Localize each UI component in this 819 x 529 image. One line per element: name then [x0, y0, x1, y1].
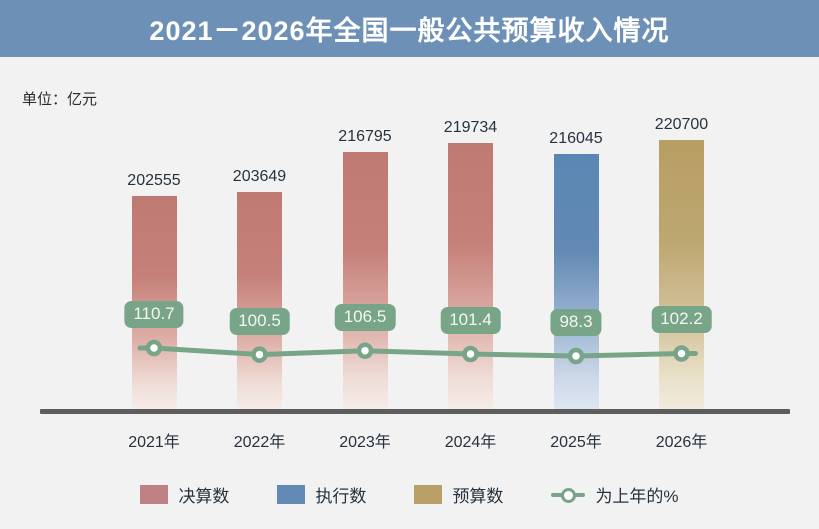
bar-value-label-2025年: 216045	[549, 130, 603, 148]
bar-value-label-2026年: 220700	[654, 116, 709, 133]
legend-line-marker-icon	[551, 487, 586, 503]
legend-label-为上年的%: 为上年的%	[595, 487, 679, 506]
bar-2024年	[448, 142, 493, 409]
legend-label-预算数: 预算数	[452, 487, 504, 506]
legend-item-预算数[interactable]: 预算数	[414, 482, 503, 507]
percent-badge-2025年: 98.3	[550, 309, 602, 336]
x-axis-label-2022年: 2022年	[233, 434, 286, 451]
legend-label-执行数: 执行数	[315, 487, 367, 506]
bar-2026年	[659, 140, 704, 409]
chart-title-bar: 2021－2026年全国一般公共预算收入情况	[0, 0, 819, 57]
legend-item-为上年的%[interactable]: 为上年的%	[551, 482, 679, 507]
x-axis-label-2023年: 2023年	[339, 434, 391, 451]
bar-2023年	[342, 152, 388, 409]
plot-layer: 202555 203649 216795 219734 216045 220700	[0, 57, 819, 529]
bar-value-label-2024年: 219734	[443, 118, 498, 136]
chart-canvas: 单位：亿元 202555 203649 216795 219734 216045 2207…	[0, 57, 819, 529]
legend-swatch-icon-决算数	[140, 485, 169, 504]
legend-item-决算数[interactable]: 决算数	[140, 482, 229, 507]
percent-badge-2026年: 102.2	[651, 306, 712, 334]
legend-label-决算数: 决算数	[178, 487, 230, 506]
x-axis-label-2026年: 2026年	[655, 434, 708, 451]
x-axis-label-2021年: 2021年	[128, 434, 180, 451]
x-axis-label-2024年: 2024年	[444, 434, 497, 451]
bar-value-label-2021年: 202555	[127, 171, 181, 189]
legend-item-执行数[interactable]: 执行数	[277, 482, 366, 507]
legend-swatch-icon-执行数	[277, 485, 306, 504]
x-axis-baseline	[40, 409, 790, 414]
percent-badge-2024年: 101.4	[440, 307, 501, 334]
bar-2022年	[237, 192, 282, 409]
bar-value-label-2022年: 203649	[232, 168, 287, 186]
x-axis-label-2025年: 2025年	[550, 434, 602, 451]
bar-2025年	[553, 154, 599, 409]
legend-swatch-icon-预算数	[414, 485, 443, 504]
percent-badge-2023年: 106.5	[334, 303, 396, 331]
percent-badge-2022年: 100.5	[229, 307, 290, 335]
page-title: 2021－2026年全国一般公共预算收入情况	[149, 16, 670, 46]
bar-value-label-2023年: 216795	[338, 128, 392, 145]
chart-legend: 决算数 执行数 预算数 为上年的%	[0, 482, 819, 507]
percent-badge-2021年: 110.7	[124, 301, 184, 328]
unit-label: 单位：亿元	[22, 91, 98, 108]
